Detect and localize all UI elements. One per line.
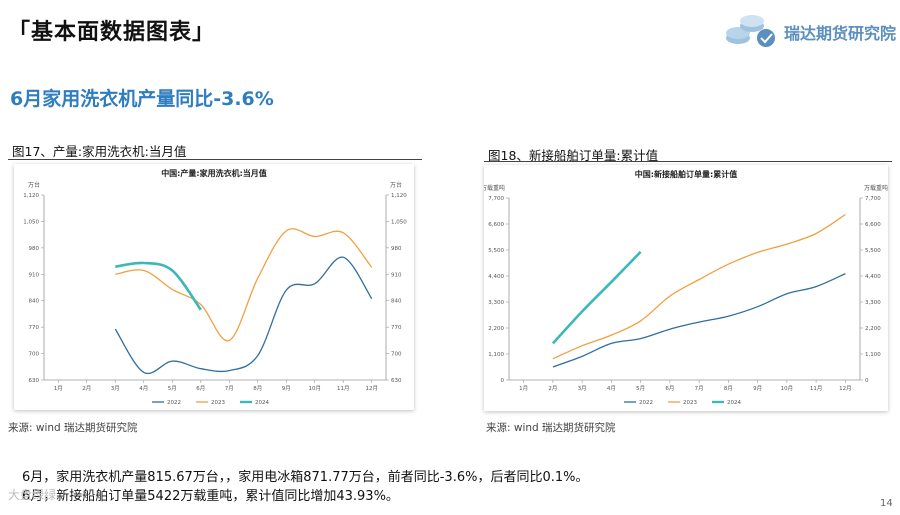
chart2-ytick-right-label: 7,700 (865, 196, 881, 202)
chart2-ytick-right-label: 5,500 (865, 248, 881, 254)
chart2-ytick-right-label: 0 (865, 378, 869, 384)
chart2-right-unit: 万载重吨 (864, 184, 888, 192)
chart2-xtick-label: 3月 (578, 385, 587, 392)
chart1-ytick-left-label: 770 (29, 325, 40, 331)
chart2-xtick-label: 2月 (548, 385, 557, 392)
chart2-title: 中国:新接船舶订单量:累计值 (635, 169, 737, 179)
chart1-xtick-label: 6月 (196, 385, 205, 392)
chart2-ytick-left-label: 2,200 (488, 326, 504, 332)
chart1-xtick-label: 7月 (225, 385, 234, 392)
chart2-ship-orders: 中国:新接船舶订单量:累计值万载重吨 万载重吨 0 0 1,100 1,100 2,200 2… (481, 169, 888, 406)
chart2-title-rule (484, 161, 892, 162)
chart1-ytick-right-label: 840 (391, 299, 402, 305)
chart1-xtick-label: 8月 (253, 385, 262, 392)
chart1-ytick-left-label: 1,050 (23, 219, 39, 225)
summary-line-1: 6月，家用洗衣机产量815.67万台，，家用电冰箱871.77万台，前者同比-3… (22, 470, 589, 485)
chart1-ytick-right-label: 770 (391, 325, 402, 331)
chart1-ytick-left-label: 910 (29, 272, 40, 278)
chart2-source: 来源: wind 瑞达期货研究院 (486, 422, 616, 434)
chart1-ytick-right-label: 1,120 (391, 193, 407, 199)
chart1-xtick-label: 11月 (337, 385, 350, 392)
chart2-ytick-left-label: 0 (501, 378, 505, 384)
chart1-box: 中国:产量:家用洗衣机:当月值万台 万台 630 630 700 700 770 770 840… (14, 164, 414, 410)
chart2-series-2024-line (551, 250, 642, 345)
chart2-xtick-label: 9月 (753, 385, 762, 392)
chart1-legend-2022-label: 2022 (167, 400, 181, 406)
chart1-ytick-left-label: 980 (29, 246, 40, 252)
chart1-ytick-left-label: 1,120 (23, 193, 39, 199)
chart1-legend-2023-label: 2023 (211, 400, 225, 406)
chart2-xtick-label: 4月 (607, 385, 616, 392)
chart1-title: 中国:产量:家用洗衣机:当月值 (161, 168, 267, 178)
coins-logo-icon (726, 15, 775, 47)
chart1-series-2022-line (114, 256, 373, 375)
chart1-title-rule (8, 159, 422, 160)
chart2-xtick-label: 5月 (636, 385, 645, 392)
chart1-panel-title: 图17、产量:家用洗衣机:当月值 (12, 144, 187, 159)
chart1-ytick-right-label: 630 (391, 378, 402, 384)
watermark: 大盘绿绿 (8, 488, 57, 502)
chart1-series-2023-line (115, 228, 373, 342)
chart1-source: 来源: wind 瑞达期货研究院 (8, 422, 138, 434)
chart1-series-2024-line (115, 261, 202, 311)
chart1-ytick-left-label: 840 (29, 299, 40, 305)
chart1-ytick-left-label: 630 (29, 378, 40, 384)
chart2-ytick-right-label: 6,600 (865, 222, 881, 228)
chart2-left-unit: 万载重吨 (484, 184, 505, 192)
summary-line-2: 6月，新接船舶订单量5422万载重吨，累计值同比增加43.93%。 (22, 489, 399, 504)
chart1-ytick-right-label: 980 (391, 246, 402, 252)
chart1-left-unit: 万台 (28, 181, 40, 189)
chart2-xtick-label: 12月 (839, 385, 852, 392)
chart2-ytick-left-label: 7,700 (488, 196, 504, 202)
chart1-ytick-right-label: 700 (391, 352, 402, 358)
chart2-legend-2024-label: 2024 (727, 400, 741, 406)
page-number: 14 (880, 498, 893, 509)
chart1-ytick-right-label: 910 (391, 272, 402, 278)
chart1-legend-2024-label: 2024 (255, 400, 269, 406)
chart2-ytick-left-label: 3,300 (488, 300, 504, 306)
logo: 瑞达期货研究院 (722, 12, 896, 48)
chart1-xtick-label: 12月 (366, 385, 379, 392)
chart2-box: 中国:新接船舶订单量:累计值万载重吨 万载重吨 0 0 1,100 1,100 2,200 2… (481, 165, 888, 411)
chart1-xtick-label: 4月 (139, 385, 148, 392)
chart2-xtick-label: 10月 (781, 385, 794, 392)
chart1-xtick-label: 5月 (168, 385, 177, 392)
chart1-ytick-left-label: 700 (29, 352, 40, 358)
logo-text: 瑞达期货研究院 (784, 24, 897, 43)
chart2-ytick-right-label: 4,400 (865, 274, 881, 280)
chart1-ytick-right-label: 1,050 (391, 219, 407, 225)
chart2-series-2023-line (552, 213, 846, 360)
chart2-ytick-right-label: 2,200 (865, 326, 881, 332)
chart2-xtick-label: 1月 (519, 385, 528, 392)
chart2-legend-2022-label: 2022 (639, 400, 653, 406)
chart2-xtick-label: 11月 (810, 385, 823, 392)
chart1-xtick-label: 1月 (54, 385, 63, 392)
chart2-ytick-left-label: 5,500 (488, 248, 504, 254)
section-subtitle: 6月家用洗衣机产量同比-3.6% (10, 88, 274, 110)
chart2-ytick-right-label: 1,100 (865, 352, 881, 358)
chart2-ytick-left-label: 1,100 (488, 352, 504, 358)
chart2-ytick-right-label: 3,300 (865, 300, 881, 306)
chart2-ytick-left-label: 4,400 (488, 274, 504, 280)
page-title: 「基本面数据图表」 (8, 20, 216, 45)
chart2-series-2022-line (552, 273, 846, 368)
chart2-xtick-label: 7月 (695, 385, 704, 392)
chart1-xtick-label: 10月 (309, 385, 322, 392)
chart2-ytick-left-label: 6,600 (488, 222, 504, 228)
chart1-xtick-label: 9月 (282, 385, 291, 392)
chart2-xtick-label: 6月 (665, 385, 674, 392)
chart1-right-unit: 万台 (390, 181, 402, 189)
chart2-legend-2023-label: 2023 (683, 400, 697, 406)
chart2-panel-title: 图18、新接船舶订单量:累计值 (488, 148, 659, 163)
chart1-xtick-label: 3月 (111, 385, 120, 392)
chart2-xtick-label: 8月 (724, 385, 733, 392)
chart1-xtick-label: 2月 (82, 385, 91, 392)
